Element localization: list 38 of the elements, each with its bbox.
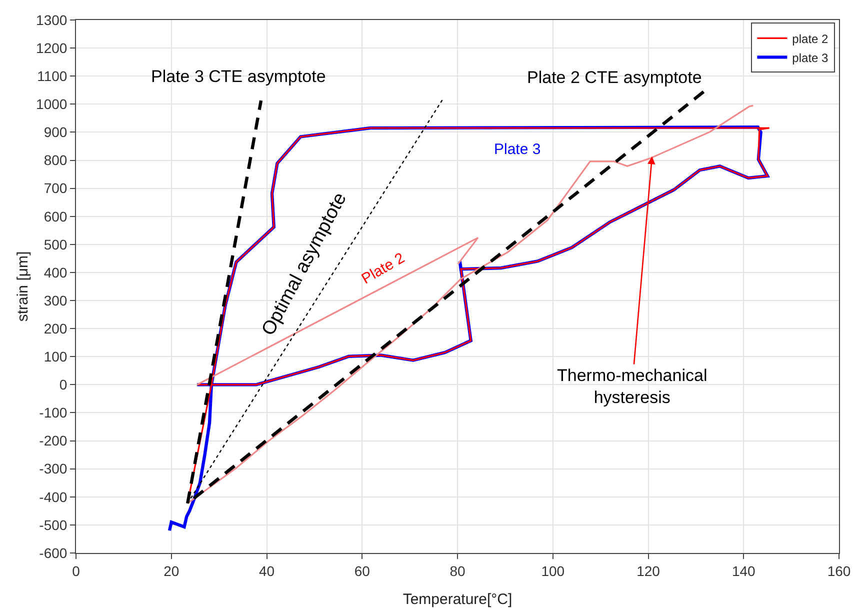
y-tick-label: -100 bbox=[39, 404, 68, 421]
x-tick-label: 160 bbox=[827, 562, 851, 579]
y-axis-title: strain [μm] bbox=[14, 251, 32, 322]
annotation: Plate 3 bbox=[494, 141, 541, 158]
y-tick-label: 300 bbox=[44, 292, 68, 308]
y-tick-label: -500 bbox=[39, 516, 68, 533]
y-tick-label: 700 bbox=[44, 180, 68, 196]
y-tick-label: 200 bbox=[44, 320, 68, 336]
legend-label: plate 3 bbox=[792, 50, 829, 65]
x-tick-label: 100 bbox=[541, 562, 565, 579]
annotation: Plate 2 bbox=[358, 250, 408, 288]
annotation: Plate 2 CTE asymptote bbox=[527, 68, 702, 87]
y-tick-label: 400 bbox=[44, 264, 68, 280]
y-tick-label: 600 bbox=[44, 208, 68, 224]
x-tick-label: 40 bbox=[258, 562, 275, 579]
x-tick-label: 20 bbox=[164, 562, 180, 579]
y-tick-label: 0 bbox=[59, 376, 68, 393]
y-tick-label: 1200 bbox=[36, 40, 68, 56]
y-tick-label: -200 bbox=[39, 432, 68, 449]
x-axis-title: Temperature[°C] bbox=[402, 590, 512, 608]
y-tick-label: -300 bbox=[39, 460, 68, 477]
y-tick-label: 900 bbox=[44, 124, 68, 140]
x-tick-label: 60 bbox=[354, 562, 370, 579]
x-tick-label: 140 bbox=[732, 562, 756, 579]
y-tick-label: 100 bbox=[44, 348, 68, 365]
y-tick-label: 1300 bbox=[36, 12, 68, 28]
x-tick-label: 80 bbox=[450, 562, 466, 579]
y-tick-label: 800 bbox=[44, 152, 68, 168]
y-tick-label: -600 bbox=[39, 544, 68, 561]
y-tick-label: -400 bbox=[39, 488, 68, 505]
y-tick-label: 1000 bbox=[36, 96, 68, 112]
annotation: Thermo-mechanical hysteresis bbox=[557, 366, 708, 408]
x-tick-label: 120 bbox=[636, 562, 660, 579]
legend-label: plate 2 bbox=[792, 32, 829, 46]
y-tick-label: 500 bbox=[44, 236, 68, 252]
x-tick-label: 0 bbox=[72, 562, 80, 579]
y-tick-label: 1100 bbox=[37, 68, 68, 84]
annotation: Plate 3 CTE asymptote bbox=[151, 67, 326, 86]
